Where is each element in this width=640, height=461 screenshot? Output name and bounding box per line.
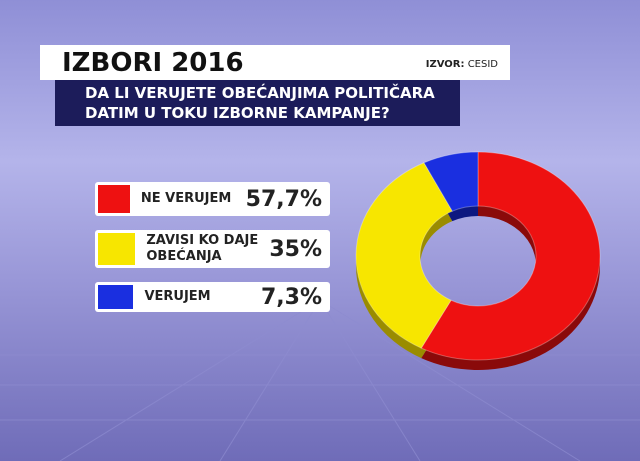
subtitle-line: DA LI VERUJETE OBEĆANJIMA POLITIČARA [85, 84, 435, 102]
category-label: VERUJEM [144, 289, 211, 304]
subtitle-bar: DA LI VERUJETE OBEĆANJIMA POLITIČARA DAT… [55, 80, 460, 126]
chart-title: IZBORI 2016 [62, 48, 244, 78]
value-label: 7,3% [260, 284, 322, 310]
legend-swatch [98, 185, 130, 213]
source: IZVOR: CESID [426, 59, 498, 70]
subtitle-line: DATIM U TOKU IZBORNE KAMPANJE? [85, 104, 390, 122]
legend-row: VERUJEM 7,3% [95, 282, 330, 312]
donut-segment [420, 151, 601, 361]
category-label: ZAVISI KO DAJE OBEĆANJA [146, 233, 259, 264]
source-label: IZVOR: [425, 59, 465, 70]
donut-segment [423, 151, 479, 212]
legend-swatch [98, 233, 136, 265]
title-bar: IZBORI 2016 IZVOR: CESID [40, 45, 510, 80]
legend-row: ZAVISI KO DAJE OBEĆANJA 35% [95, 230, 330, 268]
value-label: 35% [269, 236, 322, 262]
value-label: 57,7% [245, 186, 322, 212]
donut-segment [355, 162, 454, 349]
category-label: NE VERUJEM [140, 191, 232, 206]
source-name: CESID [467, 59, 498, 70]
legend-swatch [98, 285, 134, 309]
legend-row: NE VERUJEM 57,7% [95, 182, 330, 216]
